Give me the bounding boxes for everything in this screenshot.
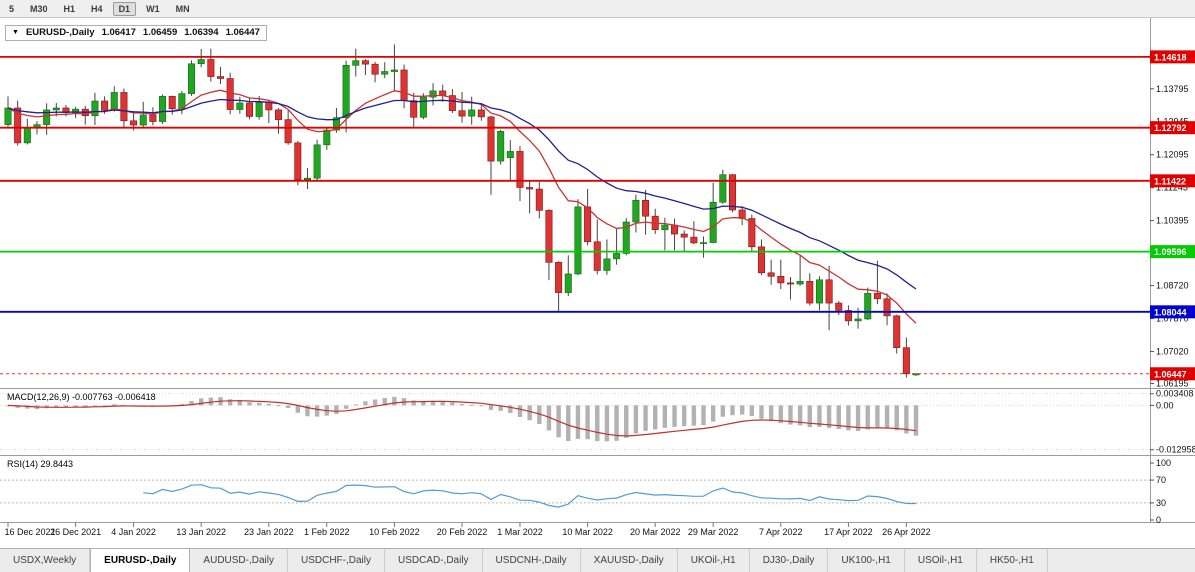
chart-canvas[interactable]: 1.137951.129451.120951.112451.103951.095… [0,18,1195,548]
timeframe-button-h4[interactable]: H4 [91,3,103,14]
timeframe-button-m30[interactable]: M30 [30,3,48,14]
macd-axis-tick: 0.003408 [1156,389,1194,399]
price-badge [1150,245,1195,259]
price-badge [1150,50,1195,64]
collapse-chart-icon[interactable]: ▼ [12,29,19,36]
chart-tab-dj30-daily[interactable]: DJ30-,Daily [749,549,829,572]
x-axis-date-label: 13 Jan 2022 [176,527,226,537]
rsi-axis-tick: 70 [1156,475,1166,485]
x-axis-date-label: 1 Mar 2022 [497,527,543,537]
x-axis-date-label: 20 Mar 2022 [630,527,681,537]
price-badge-label: 1.11422 [1154,176,1186,186]
chart-tab-usdchf-daily[interactable]: USDCHF-,Daily [287,549,385,572]
price-badge-label: 1.06447 [1154,369,1187,379]
symbol-label: EURUSD-,Daily [25,27,95,38]
macd-axis-tick: 0.00 [1156,400,1174,410]
x-axis-date-label: 1 Feb 2022 [304,527,350,537]
x-axis-date-label: 23 Jan 2022 [244,527,294,537]
chart-tab-usdx-weekly[interactable]: USDX,Weekly [0,549,91,572]
chart-tab-usoil-h1[interactable]: USOil-,H1 [904,549,977,572]
chart-ohlc-header: ▼ EURUSD-,Daily 1.06417 1.06459 1.06394 … [5,25,267,41]
x-axis-date-label: 17 Apr 2022 [824,527,873,537]
price-axis-tick: 1.06195 [1156,379,1189,389]
timeframe-button-d1[interactable]: D1 [112,1,137,16]
price-badge-label: 1.09596 [1154,247,1187,257]
timeframe-button-mn[interactable]: MN [175,3,190,14]
rsi-line [143,484,916,508]
price-badge [1150,305,1195,319]
close-value: 1.06447 [225,27,260,38]
x-axis-date-label: 10 Feb 2022 [369,527,420,537]
open-value: 1.06417 [101,27,136,38]
x-axis-date-label: 10 Mar 2022 [562,527,613,537]
slow-ma-line [7,98,917,290]
chart-tab-eurusd-daily[interactable]: EURUSD-,Daily [90,549,191,572]
price-badge-label: 1.14618 [1154,52,1187,62]
chart-tab-usdcnh-daily[interactable]: USDCNH-,Daily [482,549,581,572]
chart-tabs-bar: USDX,Weekly EURUSD-,Daily AUDUSD-,Daily USD… [0,548,1195,572]
macd-histogram [5,396,919,442]
price-badge-label: 1.12792 [1154,123,1187,133]
chart-tab-usdcad-daily[interactable]: USDCAD-,Daily [384,549,483,572]
x-axis-date-label: 26 Dec 2021 [50,527,101,537]
chart-tab-audusd-daily[interactable]: AUDUSD-,Daily [190,549,288,572]
timeframe-toolbar: 5 M30 H1 H4 D1 W1 MN [0,0,1195,18]
price-axis-tick: 1.07870 [1156,314,1189,324]
macd-indicator-label: MACD(12,26,9) -0.007763 -0.006418 [7,392,156,402]
low-value: 1.06394 [184,27,219,38]
candles-layer [4,44,920,378]
macd-signal-line [7,400,917,437]
price-badge [1150,121,1195,135]
timeframe-button-w1[interactable]: W1 [146,3,160,14]
x-axis-date-label: 29 Mar 2022 [688,527,739,537]
x-axis-date-label: 20 Feb 2022 [437,527,488,537]
rsi-axis-tick: 100 [1156,458,1171,468]
x-axis-date-label: 16 Dec 2021 [4,527,55,537]
price-axis-tick: 1.13795 [1156,84,1189,94]
price-axis-tick: 1.10395 [1156,216,1189,226]
chart-tab-uk100-h1[interactable]: UK100-,H1 [828,549,905,572]
x-axis-date-label: 4 Jan 2022 [111,527,156,537]
price-axis-tick: 1.12095 [1156,150,1189,160]
macd-axis-tick: -0.012958 [1156,445,1195,455]
rsi-axis-tick: 30 [1156,498,1166,508]
x-axis-date-label: 26 Apr 2022 [882,527,931,537]
rsi-axis-tick: 0 [1156,515,1161,525]
chart-area[interactable]: 1.137951.129451.120951.112451.103951.095… [0,18,1195,548]
price-axis-tick: 1.07020 [1156,347,1189,357]
x-axis-date-label: 7 Apr 2022 [759,527,803,537]
price-badge [1150,367,1195,381]
chart-tab-hk50-h1[interactable]: HK50-,H1 [976,549,1048,572]
rsi-indicator-label: RSI(14) 29.8443 [7,459,74,469]
chart-tab-ukoil-h1[interactable]: UKOil-,H1 [677,549,750,572]
price-axis-tick: 1.11245 [1156,183,1188,193]
price-badge-label: 1.08044 [1154,307,1187,317]
timeframe-button-5[interactable]: 5 [9,3,15,14]
chart-tab-xauusd-daily[interactable]: XAUUSD-,Daily [580,549,678,572]
high-value: 1.06459 [142,27,178,38]
price-axis-tick: 1.08720 [1156,281,1189,291]
timeframe-button-h1[interactable]: H1 [63,3,76,14]
price-badge [1150,174,1195,188]
